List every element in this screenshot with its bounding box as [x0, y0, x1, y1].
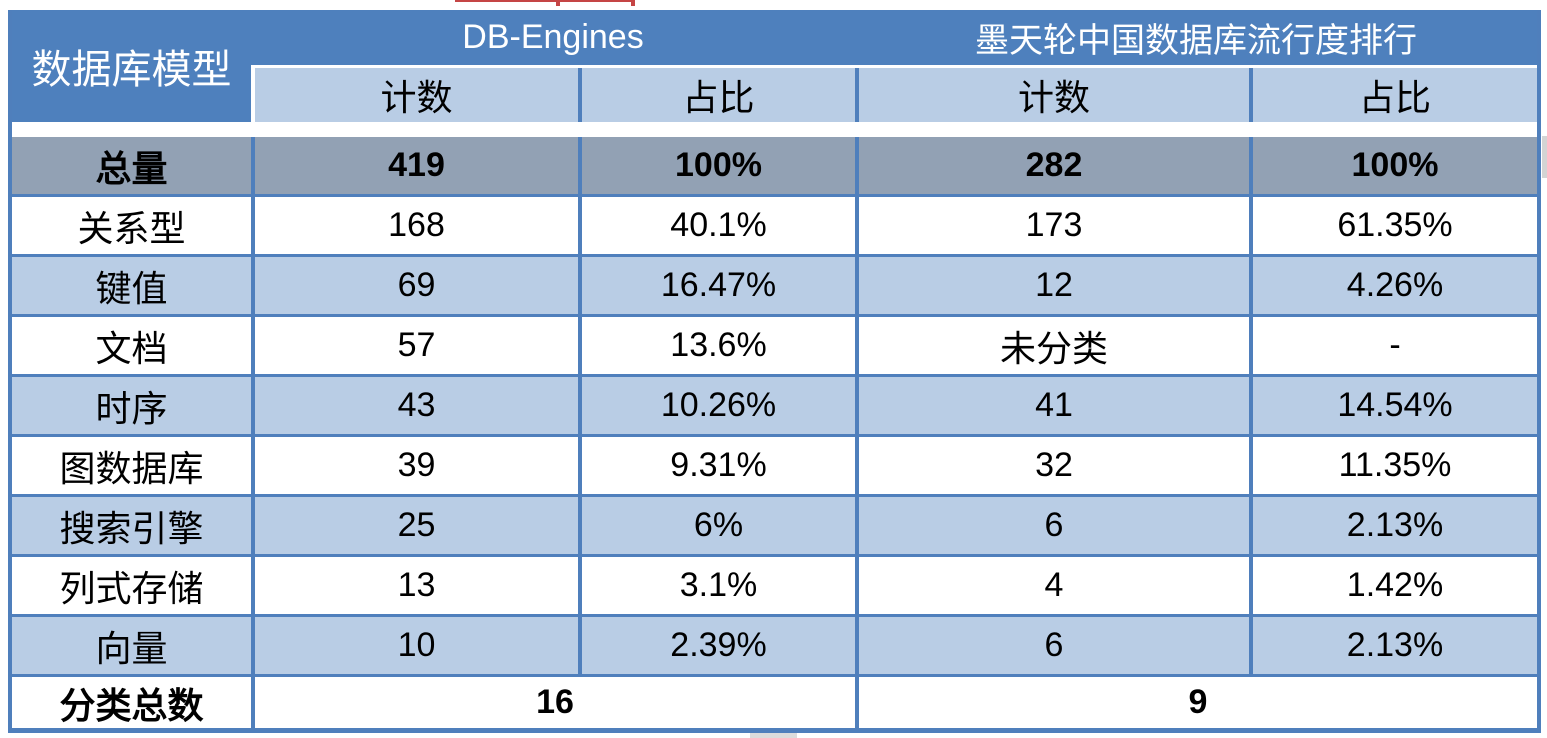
table-row: 列式存储 13 3.1% 4 1.42%	[12, 557, 1537, 614]
row-label: 时序	[95, 387, 168, 429]
row-divider	[12, 554, 1537, 557]
db-engines-share-cell: 3.1%	[578, 557, 855, 614]
motianlun-share-cell: -	[1249, 317, 1537, 374]
db-engines-count-cell: 39	[251, 437, 578, 494]
row-divider	[12, 194, 1537, 197]
motianlun-share-cell: 11.35%	[1249, 437, 1537, 494]
db-engines-share-cell: 10.26%	[578, 377, 855, 434]
db-engines-count-cell: 13	[251, 557, 578, 614]
motianlun-share-cell: 14.54%	[1249, 377, 1537, 434]
motianlun-count-cell: 12	[855, 257, 1249, 314]
row-label: 分类总数	[59, 684, 204, 726]
table-row: 图数据库 39 9.31% 32 11.35%	[12, 437, 1537, 494]
category-total-row: 分类总数 16 9	[12, 677, 1537, 728]
subheader-count-db: 计数	[251, 68, 578, 122]
header-white-gap	[12, 65, 1537, 68]
table-row: 搜索引擎 25 6% 6 2.13%	[12, 497, 1537, 554]
motianlun-count-cell: 未分类	[855, 317, 1249, 374]
motianlun-share-cell: 100%	[1249, 137, 1537, 194]
row-label: 列式存储	[59, 567, 204, 609]
db-engines-share-cell: 6%	[578, 497, 855, 554]
row-label: 总量	[95, 147, 168, 189]
motianlun-share-cell: 61.35%	[1249, 197, 1537, 254]
cropped-red-tick-artifact	[556, 0, 560, 6]
db-engines-share-cell: 100%	[578, 137, 855, 194]
subheader-count-cn: 计数	[855, 68, 1249, 122]
db-engines-share-cell: 16.47%	[578, 257, 855, 314]
db-engines-count-cell: 419	[251, 137, 578, 194]
motianlun-share-cell: 1.42%	[1249, 557, 1537, 614]
cropped-red-tick-artifact	[631, 0, 635, 6]
row-label: 图数据库	[59, 447, 204, 489]
row-divider	[12, 494, 1537, 497]
database-model-comparison-table: 数据库模型 DB-Engines 墨天轮中国数据库流行度排行 计数 占比 计数 …	[8, 10, 1541, 733]
row-divider	[12, 254, 1537, 257]
db-engines-count-cell: 57	[251, 317, 578, 374]
motianlun-share-cell: 2.13%	[1249, 617, 1537, 674]
row-divider	[12, 434, 1537, 437]
row-divider	[12, 374, 1537, 377]
total-row: 总量 419 100% 282 100%	[12, 137, 1537, 194]
subheader-share-cn: 占比	[1249, 68, 1537, 122]
model-header-label: 数据库模型	[31, 48, 232, 92]
row-label: 键值	[95, 267, 168, 309]
header-cell-model: 数据库模型	[12, 10, 251, 122]
table-row: 向量 10 2.39% 6 2.13%	[12, 617, 1537, 674]
db-engines-count-cell: 25	[251, 497, 578, 554]
db-engines-count-cell: 43	[251, 377, 578, 434]
motianlun-count-cell: 41	[855, 377, 1249, 434]
cropped-red-underline-artifact	[455, 0, 635, 2]
row-label: 向量	[95, 627, 168, 669]
row-divider	[12, 674, 1537, 677]
subheader-share-db: 占比	[578, 68, 855, 122]
motianlun-count-cell: 6	[855, 497, 1249, 554]
row-label: 关系型	[77, 207, 186, 249]
motianlun-share-cell: 2.13%	[1249, 497, 1537, 554]
table-row: 关系型 168 40.1% 173 61.35%	[12, 197, 1537, 254]
db-engines-share-cell: 13.6%	[578, 317, 855, 374]
row-divider	[12, 314, 1537, 317]
db-engines-share-cell: 9.31%	[578, 437, 855, 494]
pre-total-white-gap	[12, 122, 1537, 137]
db-engines-share-cell: 2.39%	[578, 617, 855, 674]
cropped-scrollbar-artifact	[1542, 136, 1547, 178]
motianlun-count-cell: 6	[855, 617, 1249, 674]
row-label: 文档	[95, 327, 168, 369]
header-group-row: DB-Engines 墨天轮中国数据库流行度排行	[12, 10, 1537, 65]
motianlun-count-cell: 173	[855, 197, 1249, 254]
motianlun-count-cell: 32	[855, 437, 1249, 494]
db-engines-count-cell: 69	[251, 257, 578, 314]
motianlun-count-cell: 4	[855, 557, 1249, 614]
cropped-scrollbar-artifact	[750, 733, 797, 738]
db-engines-category-total-cell: 16	[251, 677, 855, 728]
table-row: 文档 57 13.6% 未分类 -	[12, 317, 1537, 374]
header-cell-db-engines: DB-Engines	[462, 18, 644, 56]
row-label: 搜索引擎	[59, 507, 204, 549]
db-engines-count-cell: 168	[251, 197, 578, 254]
db-engines-count-cell: 10	[251, 617, 578, 674]
header-cell-motianlun: 墨天轮中国数据库流行度排行	[975, 22, 1417, 60]
table-row: 键值 69 16.47% 12 4.26%	[12, 257, 1537, 314]
motianlun-category-total-cell: 9	[855, 677, 1537, 728]
db-engines-share-cell: 40.1%	[578, 197, 855, 254]
motianlun-share-cell: 4.26%	[1249, 257, 1537, 314]
row-divider	[12, 614, 1537, 617]
table-row: 时序 43 10.26% 41 14.54%	[12, 377, 1537, 434]
motianlun-count-cell: 282	[855, 137, 1249, 194]
